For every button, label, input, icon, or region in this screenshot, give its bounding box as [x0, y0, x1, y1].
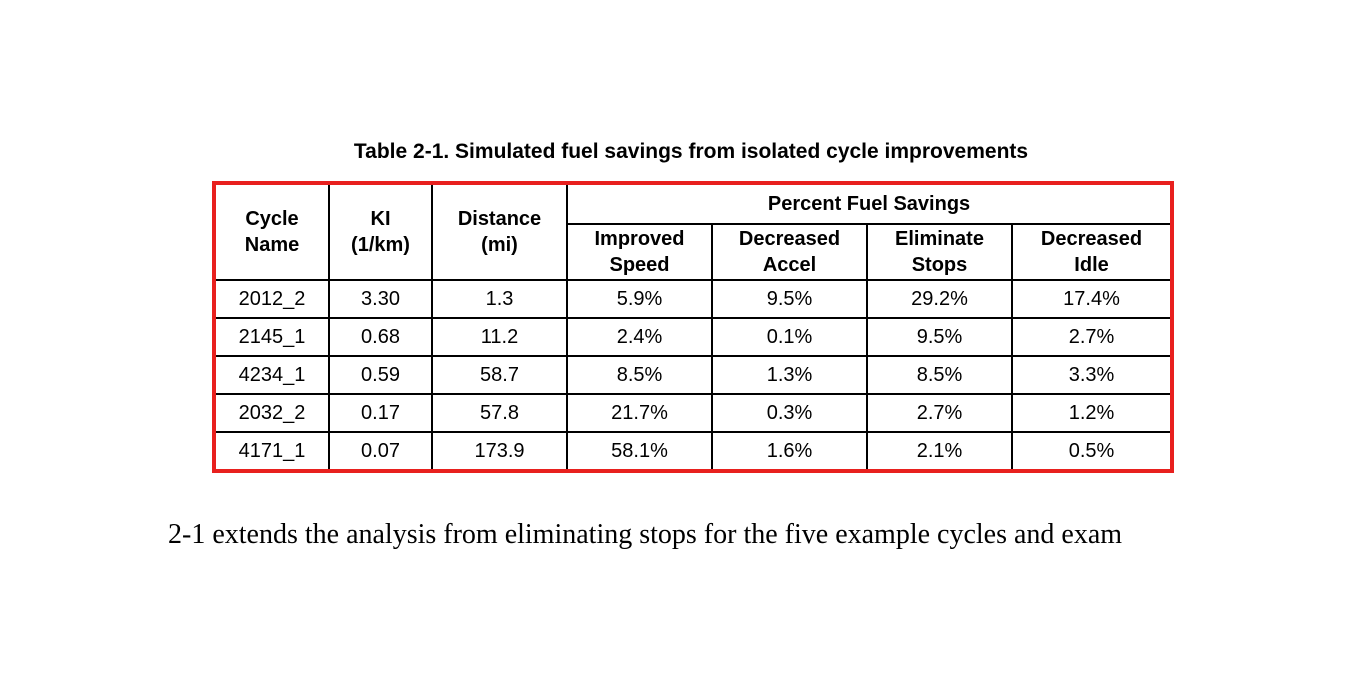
cell-ki: 0.17 — [328, 393, 433, 433]
cell-distance: 11.2 — [431, 317, 568, 357]
cell-eliminate-stops: 2.1% — [866, 431, 1013, 472]
col-header-eliminate-stops: Eliminate Stops — [866, 223, 1013, 281]
cell-decreased-accel: 1.6% — [711, 431, 868, 472]
cell-decreased-idle: 0.5% — [1010, 431, 1174, 472]
cell-decreased-idle: 1.2% — [1010, 393, 1174, 433]
cell-decreased-idle: 3.3% — [1010, 355, 1174, 395]
header-row-sub: Improved Speed Decreased Accel Eliminate… — [214, 223, 1174, 281]
cell-improved-speed: 5.9% — [566, 279, 713, 319]
cell-cycle-name: 4171_1 — [213, 431, 330, 472]
cell-improved-speed: 2.4% — [566, 317, 713, 357]
cell-decreased-idle: 2.7% — [1010, 317, 1174, 357]
table-caption: Table 2-1. Simulated fuel savings from i… — [353, 140, 1029, 163]
cell-distance: 57.8 — [431, 393, 568, 433]
col-header-decreased-idle: Decreased Idle — [1010, 223, 1174, 281]
cell-eliminate-stops: 2.7% — [866, 393, 1013, 433]
cell-decreased-accel: 1.3% — [711, 355, 868, 395]
table-row: 4234_1 0.59 58.7 8.5% 1.3% 8.5% 3.3% — [213, 355, 1174, 395]
table-row: 4171_1 0.07 173.9 58.1% 1.6% 2.1% 0.5% — [213, 431, 1174, 472]
paragraph-text: 2-1 extends the analysis from eliminatin… — [168, 519, 1123, 550]
col-group-header-percent-fuel-savings: Percent Fuel Savings — [565, 182, 1174, 225]
fuel-savings-table: Cycle Name KI (1/km) Distance (mi) Perce… — [212, 181, 1175, 473]
cell-improved-speed: 21.7% — [566, 393, 713, 433]
cell-cycle-name: 2145_1 — [213, 317, 330, 357]
col-header-improved-speed: Improved Speed — [566, 223, 713, 281]
cell-ki: 0.07 — [328, 431, 433, 472]
cell-improved-speed: 8.5% — [566, 355, 713, 395]
header-row-group: Cycle Name KI (1/km) Distance (mi) Perce… — [213, 182, 1174, 281]
cell-eliminate-stops: 9.5% — [866, 317, 1013, 357]
cell-improved-speed: 58.1% — [566, 431, 713, 472]
col-header-decreased-accel: Decreased Accel — [711, 223, 868, 281]
table-row: 2012_2 3.30 1.3 5.9% 9.5% 29.2% 17.4% — [213, 279, 1174, 319]
cell-distance: 173.9 — [431, 431, 568, 472]
cell-cycle-name: 2012_2 — [213, 279, 330, 319]
cell-eliminate-stops: 29.2% — [866, 279, 1013, 319]
cell-ki: 3.30 — [328, 279, 433, 319]
cell-ki: 0.59 — [328, 355, 433, 395]
cell-decreased-accel: 9.5% — [711, 279, 868, 319]
table-row: 2032_2 0.17 57.8 21.7% 0.3% 2.7% 1.2% — [213, 393, 1174, 433]
cell-decreased-idle: 17.4% — [1010, 279, 1174, 319]
cell-distance: 1.3 — [431, 279, 568, 319]
cell-cycle-name: 4234_1 — [213, 355, 330, 395]
col-header-ki: KI (1/km) — [328, 182, 433, 281]
table-row: 2145_1 0.68 11.2 2.4% 0.1% 9.5% 2.7% — [213, 317, 1174, 357]
cell-decreased-accel: 0.3% — [711, 393, 868, 433]
table-body: 2012_2 3.30 1.3 5.9% 9.5% 29.2% 17.4% 21… — [213, 279, 1174, 472]
cell-cycle-name: 2032_2 — [213, 393, 330, 433]
cell-decreased-accel: 0.1% — [711, 317, 868, 357]
col-header-cycle-name: Cycle Name — [213, 182, 330, 281]
cell-distance: 58.7 — [431, 355, 568, 395]
table-header: Cycle Name KI (1/km) Distance (mi) Perce… — [213, 182, 1174, 281]
col-header-distance: Distance (mi) — [431, 182, 568, 281]
cell-ki: 0.68 — [328, 317, 433, 357]
cell-eliminate-stops: 8.5% — [866, 355, 1013, 395]
